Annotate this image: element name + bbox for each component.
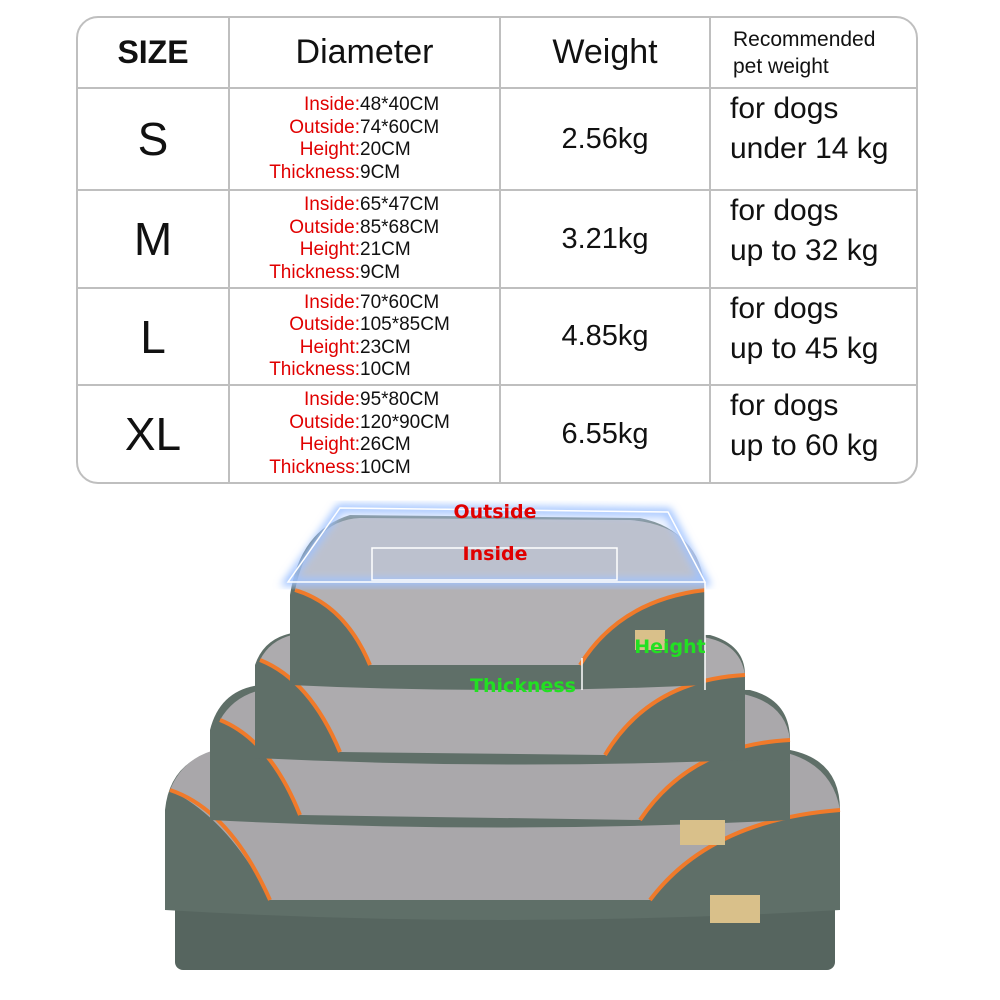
dim-outside-label: Outside: [289,314,360,335]
thickness-label: Thickness [470,675,576,697]
dim-outside-value: 74*60CM [360,116,440,138]
table-row: S Inside: 48*40CM Outside: 74*60CM Height: 20… [78,87,916,189]
dim-height: Height: 26CM [230,434,411,457]
dim-inside: Inside: 70*60CM [230,292,439,315]
dim-height-value: 20CM [360,139,411,160]
dim-thickness-label: Thickness: [269,359,360,380]
size-cell: S [137,113,169,165]
dim-thickness-value: 9CM [360,161,401,183]
dim-height: Height: 20CM [230,139,411,162]
dim-thickness-label: Thickness: [269,261,360,283]
dog-bed-photo: Outside Inside Height Thickness [165,501,841,970]
dim-outside: Outside: 85*68CM [230,217,439,240]
size-chart-table: SIZE Diameter Weight Recommended pet wei… [76,16,918,484]
rec-line2: up to 45 kg [730,332,879,365]
header-recommended-line2: pet weight [733,54,829,78]
dim-thickness: Thickness: 10CM [230,359,411,382]
dim-outside-value: 120*90CM [360,411,450,433]
dim-inside-value: 70*60CM [360,291,440,313]
recommended-cell: for dogs under 14 kg [709,89,916,189]
dim-thickness-label: Thickness: [269,456,360,478]
dim-height-label: Height: [299,139,360,160]
dim-thickness-value: 10CM [360,359,411,380]
table-row: L Inside: 70*60CM Outside: 105*85CM Height: 2… [78,287,916,384]
table-header: SIZE Diameter Weight Recommended pet wei… [78,18,916,87]
rec-line2: up to 60 kg [730,429,879,462]
weight-cell: 4.85kg [499,289,709,384]
header-recommended: Recommended pet weight [709,18,916,87]
dim-outside: Outside: 120*90CM [230,412,450,435]
dim-outside-value: 85*68CM [360,216,440,238]
dim-inside-label: Inside: [304,291,360,313]
dim-thickness-value: 9CM [360,261,401,283]
dim-outside-label: Outside: [289,216,360,238]
dim-outside: Outside: 74*60CM [230,117,439,140]
dim-height: Height: 21CM [230,239,411,262]
dim-height: Height: 23CM [230,337,411,360]
dim-inside-value: 65*47CM [360,194,440,215]
height-label: Height [634,636,706,658]
dim-inside: Inside: 48*40CM [230,94,439,117]
dim-height-value: 23CM [360,336,411,358]
table-row: XL Inside: 95*80CM Outside: 120*90CM Height:… [78,384,916,482]
dim-height-label: Height: [299,239,360,260]
weight-cell: 2.56kg [499,89,709,189]
dim-thickness: Thickness: 10CM [230,457,411,480]
dim-thickness-value: 10CM [360,456,411,478]
header-diameter: Diameter [228,18,499,87]
diameter-cell: Inside: 95*80CM Outside: 120*90CM Height: 26C… [228,386,499,482]
rec-line2: up to 32 kg [730,234,879,267]
diameter-cell: Inside: 65*47CM Outside: 85*68CM Height: 21CM… [228,191,499,287]
weight-cell: 3.21kg [499,191,709,287]
rec-line1: for dogs [730,292,839,325]
dimension-overlay: Outside Inside Height Thickness [280,501,712,697]
header-recommended-line1: Recommended [733,27,876,51]
size-cell: XL [124,408,182,460]
size-cell: M [133,213,173,265]
dim-outside-label: Outside: [289,411,360,433]
dim-inside-value: 48*40CM [360,94,440,115]
rec-line1: for dogs [730,92,839,125]
dim-thickness: Thickness: 9CM [230,162,400,185]
dim-height-label: Height: [299,336,360,358]
header-weight: Weight [499,18,709,87]
diameter-cell: Inside: 48*40CM Outside: 74*60CM Height: 20CM… [228,89,499,189]
dim-outside-value: 105*85CM [360,314,450,335]
rec-line1: for dogs [730,194,839,227]
inside-label: Inside [463,543,528,565]
dim-inside-value: 95*80CM [360,389,440,410]
dim-height-label: Height: [299,434,360,455]
dim-outside-label: Outside: [289,116,360,138]
dim-thickness-label: Thickness: [269,161,360,183]
rec-line2: under 14 kg [730,132,889,165]
recommended-cell: for dogs up to 45 kg [709,289,916,384]
rec-line1: for dogs [730,389,839,422]
dim-inside-label: Inside: [304,94,360,115]
outside-label: Outside [453,501,536,523]
dim-inside-label: Inside: [304,389,360,410]
dim-outside: Outside: 105*85CM [230,314,450,337]
diameter-cell: Inside: 70*60CM Outside: 105*85CM Height: 23C… [228,289,499,384]
dim-inside: Inside: 95*80CM [230,389,439,412]
size-cell: L [140,310,166,363]
recommended-cell: for dogs up to 60 kg [709,386,916,482]
dim-height-value: 21CM [360,239,411,260]
recommended-cell: for dogs up to 32 kg [709,191,916,287]
table-row: M Inside: 65*47CM Outside: 85*68CM Height: 21… [78,189,916,287]
weight-cell: 6.55kg [499,386,709,482]
dim-inside-label: Inside: [304,194,360,215]
dim-thickness: Thickness: 9CM [230,262,400,285]
dim-height-value: 26CM [360,434,411,455]
header-size: SIZE [117,34,189,70]
dim-inside: Inside: 65*47CM [230,194,439,217]
